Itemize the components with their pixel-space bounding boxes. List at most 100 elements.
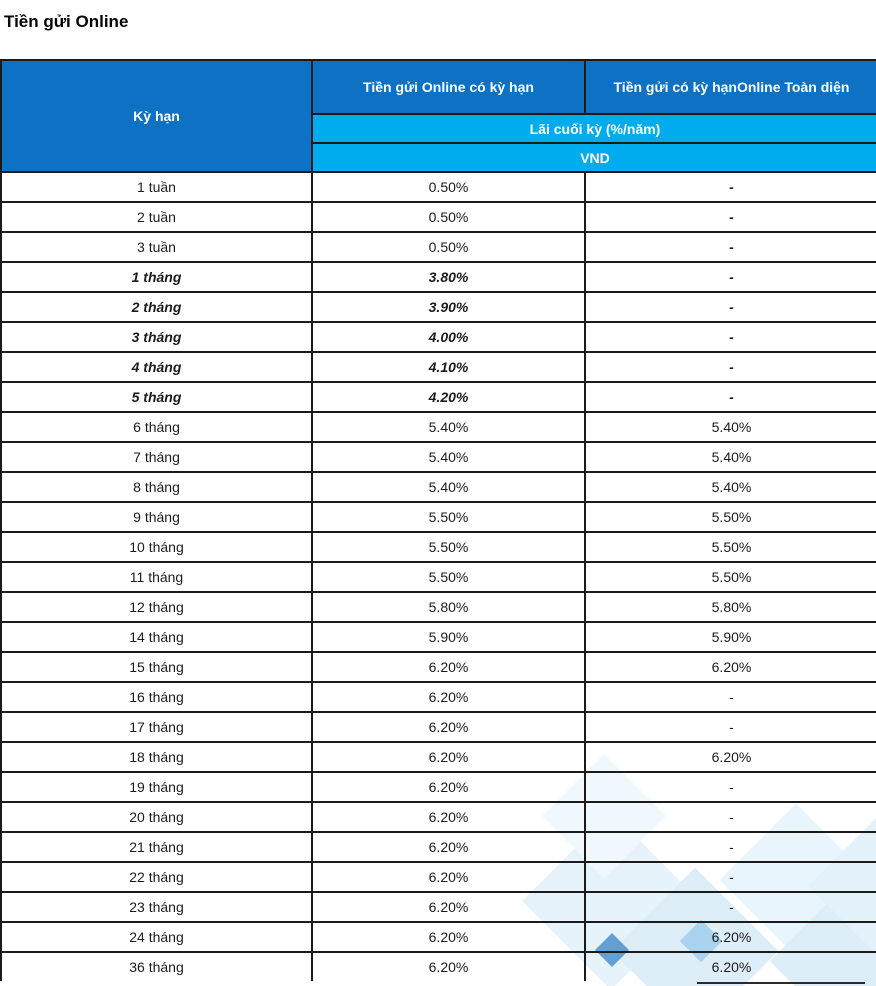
- table-row: 3 tháng 4.00% -: [0, 321, 876, 353]
- term-cell: 12 tháng: [0, 591, 313, 623]
- table-row: 5 tháng 4.20% -: [0, 381, 876, 413]
- table-row: 4 tháng 4.10% -: [0, 351, 876, 383]
- online-rate-cell: 4.10%: [311, 351, 586, 383]
- table-row: 21 tháng 6.20% -: [0, 831, 876, 863]
- table-row: 16 tháng 6.20% -: [0, 681, 876, 713]
- comprehensive-rate-cell: 5.50%: [584, 531, 876, 563]
- comprehensive-rate-cell: -: [584, 891, 876, 923]
- comprehensive-rate-cell: 6.20%: [584, 741, 876, 773]
- table-row: 11 tháng 5.50% 5.50%: [0, 561, 876, 593]
- currency-header-row: VND: [1, 142, 876, 173]
- online-rate-cell: 5.40%: [311, 411, 586, 443]
- comprehensive-rate-cell: -: [584, 381, 876, 413]
- term-cell: 3 tháng: [0, 321, 313, 353]
- table-row: 15 tháng 6.20% 6.20%: [0, 651, 876, 683]
- column-header-term: Kỳ hạn: [0, 59, 313, 173]
- term-cell: 15 tháng: [0, 651, 313, 683]
- term-cell: 36 tháng: [0, 951, 313, 981]
- term-cell: 1 tháng: [0, 261, 313, 293]
- online-rate-cell: 6.20%: [311, 921, 586, 953]
- term-cell: 3 tuần: [0, 231, 313, 263]
- comprehensive-rate-cell: 5.40%: [584, 441, 876, 473]
- online-rate-cell: 6.20%: [311, 771, 586, 803]
- table-row: 8 tháng 5.40% 5.40%: [0, 471, 876, 503]
- term-cell: 10 tháng: [0, 531, 313, 563]
- term-cell: 18 tháng: [0, 741, 313, 773]
- comprehensive-rate-cell: -: [584, 831, 876, 863]
- comprehensive-rate-cell: -: [584, 261, 876, 293]
- table-row: 18 tháng 6.20% 6.20%: [0, 741, 876, 773]
- term-cell: 20 tháng: [0, 801, 313, 833]
- table-row: 3 tuần 0.50% -: [0, 231, 876, 263]
- comprehensive-rate-cell: 5.40%: [584, 411, 876, 443]
- term-cell: 11 tháng: [0, 561, 313, 593]
- table-row: 14 tháng 5.90% 5.90%: [0, 621, 876, 653]
- online-rate-cell: 4.00%: [311, 321, 586, 353]
- term-cell: 4 tháng: [0, 351, 313, 383]
- table-row: 10 tháng 5.50% 5.50%: [0, 531, 876, 563]
- table-row: 1 tuần 0.50% -: [0, 171, 876, 203]
- column-header-online-comprehensive-deposit: Tiền gửi có kỳ hạnOnline Toàn diện: [584, 59, 876, 115]
- online-rate-cell: 4.20%: [311, 381, 586, 413]
- online-rate-cell: 3.80%: [311, 261, 586, 293]
- online-rate-cell: 5.40%: [311, 471, 586, 503]
- interest-type-header-row: Lãi cuối kỳ (%/năm): [1, 113, 876, 144]
- online-rate-cell: 5.50%: [311, 531, 586, 563]
- online-rate-cell: 0.50%: [311, 171, 586, 203]
- table-row: 6 tháng 5.40% 5.40%: [0, 411, 876, 443]
- table-row: 20 tháng 6.20% -: [0, 801, 876, 833]
- online-rate-cell: 5.40%: [311, 441, 586, 473]
- comprehensive-rate-cell: 6.20%: [584, 651, 876, 683]
- table-row: 19 tháng 6.20% -: [0, 771, 876, 803]
- comprehensive-rate-cell: 5.90%: [584, 621, 876, 653]
- comprehensive-rate-cell: 5.50%: [584, 501, 876, 533]
- term-cell: 5 tháng: [0, 381, 313, 413]
- term-cell: 1 tuần: [0, 171, 313, 203]
- term-cell: 21 tháng: [0, 831, 313, 863]
- term-cell: 6 tháng: [0, 411, 313, 443]
- term-cell: 17 tháng: [0, 711, 313, 743]
- comprehensive-rate-cell: -: [584, 291, 876, 323]
- term-cell: 24 tháng: [0, 921, 313, 953]
- term-cell: 7 tháng: [0, 441, 313, 473]
- table-row: 22 tháng 6.20% -: [0, 861, 876, 893]
- table-row: 24 tháng 6.20% 6.20%: [0, 921, 876, 953]
- comprehensive-rate-cell: 5.50%: [584, 561, 876, 593]
- online-rate-cell: 6.20%: [311, 951, 586, 981]
- term-cell: 23 tháng: [0, 891, 313, 923]
- table-row: 12 tháng 5.80% 5.80%: [0, 591, 876, 623]
- subheader-interest-type: Lãi cuối kỳ (%/năm): [311, 113, 876, 144]
- online-rate-cell: 0.50%: [311, 231, 586, 263]
- subheader-currency: VND: [311, 142, 876, 173]
- online-rate-cell: 5.90%: [311, 621, 586, 653]
- column-header-online-term-deposit: Tiền gửi Online có kỳ hạn: [311, 59, 586, 115]
- table-row: 2 tháng 3.90% -: [0, 291, 876, 323]
- table-row: 1 tháng 3.80% -: [0, 261, 876, 293]
- comprehensive-rate-cell: -: [584, 681, 876, 713]
- online-rate-cell: 6.20%: [311, 711, 586, 743]
- online-rate-cell: 0.50%: [311, 201, 586, 233]
- product-header-row: Kỳ hạn Tiền gửi Online có kỳ hạn Tiền gử…: [0, 59, 876, 173]
- term-cell: 9 tháng: [0, 501, 313, 533]
- term-cell: 2 tháng: [0, 291, 313, 323]
- comprehensive-rate-cell: -: [584, 201, 876, 233]
- cropped-next-section-line: [697, 982, 865, 984]
- comprehensive-rate-cell: 5.40%: [584, 471, 876, 503]
- online-rate-cell: 5.50%: [311, 561, 586, 593]
- table-row: 7 tháng 5.40% 5.40%: [0, 441, 876, 473]
- term-cell: 22 tháng: [0, 861, 313, 893]
- comprehensive-rate-cell: -: [584, 801, 876, 833]
- table-row: 23 tháng 6.20% -: [0, 891, 876, 923]
- term-cell: 8 tháng: [0, 471, 313, 503]
- online-rate-cell: 6.20%: [311, 891, 586, 923]
- online-rate-cell: 5.50%: [311, 501, 586, 533]
- online-rate-cell: 6.20%: [311, 831, 586, 863]
- online-rate-cell: 6.20%: [311, 651, 586, 683]
- comprehensive-rate-cell: -: [584, 171, 876, 203]
- online-rate-cell: 6.20%: [311, 861, 586, 893]
- online-rate-cell: 6.20%: [311, 801, 586, 833]
- comprehensive-rate-cell: -: [584, 771, 876, 803]
- online-rate-cell: 6.20%: [311, 741, 586, 773]
- page-title: Tiền gửi Online: [4, 12, 129, 31]
